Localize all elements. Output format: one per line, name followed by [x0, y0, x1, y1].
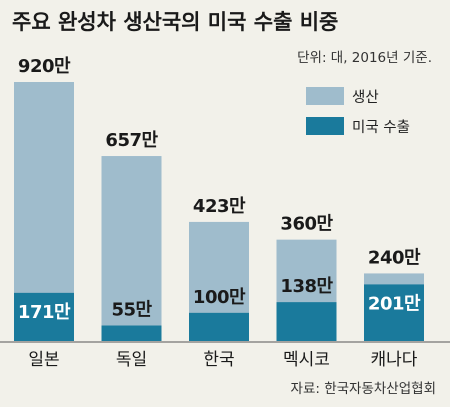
chart-title: 주요 완성차 생산국의 미국 수출 비중: [12, 10, 338, 34]
bar-production-1: [101, 156, 162, 341]
bar-export-4: [364, 284, 424, 341]
value-label-production-2: 423만: [193, 196, 246, 217]
legend-label-export: 미국 수출: [352, 119, 410, 136]
value-label-export-2: 100만: [193, 287, 246, 308]
value-label-export-4: 201만: [368, 293, 421, 314]
category-label-4: 캐나다: [371, 350, 418, 370]
legend-label-production: 생산: [352, 89, 379, 106]
source-note: 자료: 한국자동차산업협회: [291, 381, 436, 397]
category-label-0: 일본: [28, 350, 59, 370]
value-label-production-3: 360만: [280, 214, 333, 235]
unit-note: 단위: 대, 2016년 기준.: [297, 50, 432, 66]
bar-export-2: [189, 312, 249, 341]
legend-swatch-export: [306, 117, 344, 135]
legend-swatch-production: [306, 87, 344, 105]
value-label-export-0: 171만: [18, 302, 71, 323]
value-label-export-3: 138만: [280, 276, 333, 297]
legend: 생산 미국 수출: [306, 87, 410, 136]
category-label-1: 독일: [116, 350, 147, 370]
bar-export-0: [14, 292, 74, 341]
category-label-2: 한국: [203, 350, 234, 370]
value-label-export-1: 55만: [111, 300, 152, 321]
value-label-production-1: 657만: [105, 130, 158, 151]
bar-export-3: [276, 302, 337, 341]
value-label-production-4: 240만: [368, 247, 421, 268]
category-label-3: 멕시코: [283, 350, 330, 370]
value-label-production-0: 920만: [18, 56, 71, 77]
bar-export-1: [101, 325, 162, 341]
